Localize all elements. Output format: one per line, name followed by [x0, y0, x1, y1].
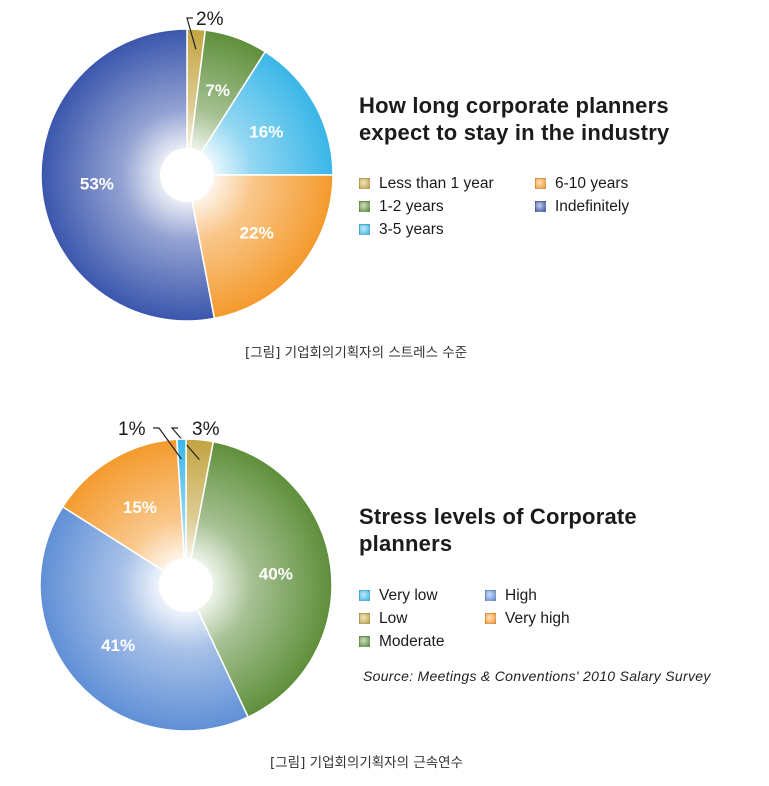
pie-slice-very-low [176, 438, 187, 586]
data-label-3-5-years: 16% [249, 122, 283, 141]
legend-item-moderate: Moderate [359, 631, 461, 652]
chart-panel-tenure: 2% 7% 16% 22% 53% How long corporate planner… [0, 0, 769, 380]
data-label-very-high: 15% [123, 498, 157, 517]
pie-center-hole [160, 148, 214, 202]
pie-center-hole [159, 558, 213, 612]
legend-swatch [359, 636, 370, 647]
chart-legend: Very low Low Moderate High Very high [359, 585, 570, 652]
legend-item-high: High [485, 585, 570, 606]
data-label-indefinitely: 53% [80, 175, 114, 194]
pie-slice-3-5-years [185, 50, 334, 176]
legend-label: 1-2 years [379, 197, 444, 215]
legend-item-low: Low [359, 608, 461, 629]
chart-legend: Less than 1 year 1-2 years 3-5 years 6-10 y… [359, 173, 629, 240]
legend-swatch [535, 178, 546, 189]
data-label-very-low: 1% [118, 419, 146, 440]
legend-label: High [505, 586, 537, 604]
data-label-1-2-years: 7% [205, 81, 230, 100]
legend-swatch [535, 201, 546, 212]
legend-label: Less than 1 year [379, 174, 494, 192]
legend-swatch [359, 224, 370, 235]
legend-label: Low [379, 609, 408, 627]
legend-swatch [359, 178, 370, 189]
legend-label: Moderate [379, 632, 445, 650]
chart-title: Stress levels of Corporate planners [359, 504, 637, 556]
pie-slice-moderate [185, 440, 333, 719]
data-label-low: 3% [192, 419, 220, 440]
data-label-less-than-1-year: 2% [196, 9, 224, 30]
legend-swatch [359, 590, 370, 601]
legend-swatch [485, 613, 496, 624]
legend-item-indefinitely: Indefinitely [535, 196, 629, 217]
figure-caption: [그림] 기업회의기획자의 스트레스 수준 [245, 345, 468, 361]
legend-label: 3-5 years [379, 220, 444, 238]
legend-label: 6-10 years [555, 174, 629, 192]
pie-chart-tenure: 2% 7% 16% 22% 53% [40, 9, 334, 322]
data-label-high: 41% [101, 636, 135, 655]
legend-swatch [359, 613, 370, 624]
legend-label: Very high [505, 609, 570, 627]
legend-item-3-5-years: 3-5 years [359, 219, 511, 240]
legend-item-6-10-years: 6-10 years [535, 173, 629, 194]
pie-slice-very-high [61, 438, 187, 587]
pie-slice-high [39, 505, 250, 732]
legend-label: Very low [379, 586, 438, 604]
legend-item-less-than-1-year: Less than 1 year [359, 173, 511, 194]
figure-caption: [그림] 기업회의기획자의 근속연수 [270, 755, 463, 771]
legend-item-very-low: Very low [359, 585, 461, 606]
source-note: Source: Meetings & Conventions' 2010 Sal… [363, 668, 711, 684]
legend-item-1-2-years: 1-2 years [359, 196, 511, 217]
legend-item-very-high: Very high [485, 608, 570, 629]
chart-panel-stress: 3% 40% 41% 15% 1% Stress levels of Corporate… [0, 400, 769, 786]
pie-slice-6-10-years [186, 174, 334, 320]
callout-line-very-low [153, 427, 182, 460]
data-label-moderate: 40% [259, 565, 293, 584]
chart-title: How long corporate planners expect to st… [359, 93, 670, 145]
pie-slice-indefinitely [40, 28, 216, 322]
callout-line-less-than-1-year [186, 17, 197, 50]
pie-chart-stress: 3% 40% 41% 15% 1% [39, 419, 333, 732]
legend-swatch [359, 201, 370, 212]
callout-line-low [170, 427, 200, 460]
legend-swatch [485, 590, 496, 601]
legend-label: Indefinitely [555, 197, 630, 215]
data-label-6-10-years: 22% [240, 224, 274, 243]
